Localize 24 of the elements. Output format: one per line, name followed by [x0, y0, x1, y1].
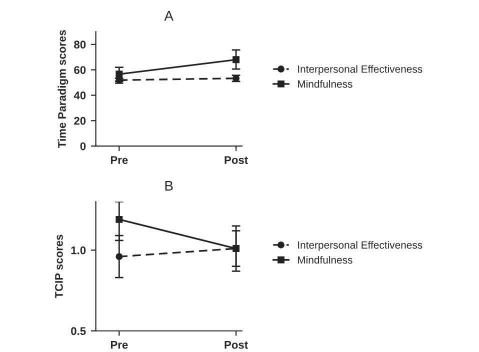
y-tick-label: 60	[74, 66, 86, 74]
y-tick-label: 40	[74, 92, 86, 100]
x-tick-label: Post	[224, 156, 248, 164]
y-tick-label: 80	[74, 40, 86, 49]
chart-title: A	[164, 11, 174, 21]
x-tick-label: Post	[224, 341, 248, 349]
point	[116, 70, 123, 78]
chart-title: B	[165, 181, 173, 191]
point	[116, 253, 123, 260]
legend-label: Mindfulness	[298, 256, 352, 264]
legend-label: Interpersonal Effectiveness	[298, 241, 422, 251]
y-tick-label: 0	[80, 142, 86, 150]
legend-label: Interpersonal Effectiveness	[298, 65, 422, 75]
y-axis-title: TCIP scores	[55, 234, 63, 298]
y-tick-label: 20	[74, 116, 86, 125]
y-axis-title: Time Paradigm scores	[58, 30, 68, 148]
legend-label: Mindfulness	[298, 80, 352, 88]
point	[232, 245, 240, 252]
point	[116, 216, 123, 223]
y-tick-label: 0.5	[71, 327, 86, 336]
point	[232, 56, 240, 64]
y-tick-label: 1.0	[71, 246, 86, 254]
x-tick-label: Pre	[110, 156, 128, 164]
x-tick-label: Pre	[110, 341, 128, 349]
